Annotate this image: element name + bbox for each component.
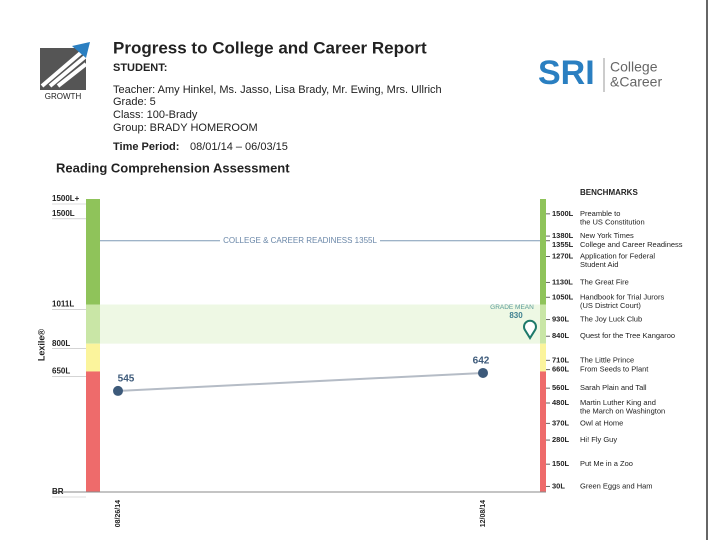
x-tick-label: 08/26/14 [115,500,122,527]
readiness-label: COLLEGE & CAREER READINESS 1355L [223,236,377,245]
y-tick-label: 1500L+ [52,194,80,203]
data-point [113,385,123,396]
logo-text: GROWTH [45,92,82,101]
band-right [540,343,546,372]
grade-mean-value: 830 [509,311,523,320]
benchmark-lexile: 480L [552,398,570,407]
benchmark-lexile: 1380L [552,231,574,240]
group: Group: BRADY HOMEROOM [113,122,258,134]
x-tick-label: 12/08/14 [480,500,487,527]
benchmark-title: Sarah Plain and Tall [580,383,647,392]
readiness-label-bg [220,234,380,247]
band-left [86,199,100,305]
benchmark-lexile: 710L [552,355,570,364]
benchmark-title: Student Aid [580,260,618,269]
benchmark-title: The Little Prince [580,355,634,364]
benchmark-title: New York Times [580,231,634,240]
benchmark-title: Hi! Fly Guy [580,435,617,444]
band-left [86,304,100,344]
benchmark-title: The Great Fire [580,277,629,286]
benchmark-lexile: 150L [552,459,570,468]
grade: Grade: 5 [113,96,156,108]
sri-logo: SRI [538,54,595,92]
benchmark-title: Preamble to [580,209,620,218]
benchmark-title: Green Eggs and Ham [580,481,653,490]
benchmark-title: College and Career Readiness [580,240,683,249]
benchmark-title: Application for Federal [580,251,655,260]
benchmark-title: Put Me in a Zoo [580,459,633,468]
band-right [540,304,546,344]
benchmark-lexile: 1130L [552,277,573,286]
benchmark-title: The Joy Luck Club [580,315,642,324]
benchmark-title: Quest for the Tree Kangaroo [580,331,675,340]
data-point [478,367,488,378]
band-right [540,371,546,492]
data-label: 545 [118,374,135,385]
benchmark-title: Martin Luther King and [580,398,656,407]
class: Class: 100-Brady [113,109,198,121]
benchmark-lexile: 840L [552,331,570,340]
benchmark-lexile: 1050L [552,292,574,301]
benchmark-lexile: 1270L [552,251,574,260]
benchmark-title: From Seeds to Plant [580,365,649,374]
benchmark-lexile: 280L [552,435,570,444]
band-right [540,199,546,305]
benchmark-title: the March on Washington [580,406,665,415]
benchmark-lexile: 1355L [552,240,574,249]
series-line [117,371,484,392]
benchmark-title: Handbook for Trial Jurors [580,292,664,301]
benchmarks-title: BENCHMARKS [580,188,638,197]
benchmark-title: (US District Court) [580,301,641,310]
benchmark-lexile: 1500L [552,209,574,218]
sri-line1: College [610,59,658,75]
growth-logo [40,42,90,90]
y-tick-label: 650L [52,367,70,376]
chart-title: Reading Comprehension Assessment [56,160,290,175]
benchmark-lexile: 30L [552,481,565,490]
y-tick-label: 800L [52,339,70,348]
benchmark-lexile: 560L [552,383,570,392]
y-tick-label: 1011L [52,300,74,309]
time-period: 08/01/14 – 06/03/15 [190,141,288,153]
sri-line2: &Career [610,74,662,90]
y-tick-label: BR [52,487,64,496]
report-title: Progress to College and Career Report [113,38,427,57]
grade-mean-marker [523,319,537,340]
benchmark-title: Owl at Home [580,418,623,427]
benchmark-lexile: 660L [552,365,570,374]
y-axis-title: Lexile® [36,329,46,362]
benchmark-lexile: 930L [552,315,570,324]
teacher: Teacher: Amy Hinkel, Ms. Jasso, Lisa Bra… [113,84,442,96]
band-fill [100,304,540,344]
student-label: STUDENT: [113,62,167,74]
grade-mean-label: GRADE MEAN [490,304,534,311]
benchmark-title: the US Constitution [580,217,645,226]
time-period-label: Time Period: [113,141,179,153]
y-tick-label: 1500L [52,209,75,218]
data-label: 642 [473,356,490,367]
benchmark-lexile: 370L [552,418,570,427]
band-left [86,371,100,492]
band-left [86,343,100,372]
